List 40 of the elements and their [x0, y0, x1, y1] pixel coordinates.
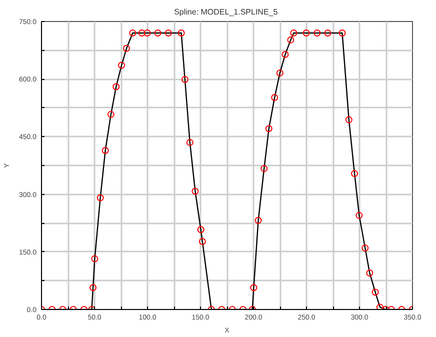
- point: [90, 284, 97, 292]
- chart-title: Spline: MODEL_1.SPLINE_5: [174, 8, 278, 16]
- point: [271, 94, 278, 102]
- point: [314, 30, 321, 37]
- point: [123, 44, 130, 52]
- point: [276, 69, 284, 76]
- point: [197, 226, 204, 234]
- point: [164, 30, 172, 37]
- point: [118, 62, 126, 69]
- point: [96, 194, 104, 202]
- point: [376, 304, 384, 310]
- point: [154, 30, 162, 37]
- point: [260, 165, 268, 172]
- point: [324, 30, 332, 37]
- point: [265, 125, 272, 132]
- point: [91, 255, 98, 262]
- point: [178, 30, 185, 37]
- point: [338, 30, 346, 37]
- point: [372, 288, 379, 296]
- point: [198, 238, 206, 246]
- point: [107, 110, 114, 118]
- point: [192, 188, 199, 195]
- point: [287, 36, 294, 44]
- point: [282, 51, 289, 58]
- point: [112, 83, 120, 90]
- point: [250, 284, 258, 292]
- point: [356, 212, 363, 219]
- point: [362, 244, 369, 252]
- point: [302, 30, 310, 37]
- point: [366, 270, 374, 277]
- point: [129, 30, 136, 37]
- point: [345, 116, 352, 124]
- point: [290, 30, 298, 37]
- point: [254, 216, 262, 224]
- point: [351, 170, 358, 178]
- point: [102, 147, 109, 154]
- point: [144, 30, 151, 37]
- point: [138, 30, 146, 37]
- point: [186, 138, 194, 146]
- point: [181, 76, 188, 83]
